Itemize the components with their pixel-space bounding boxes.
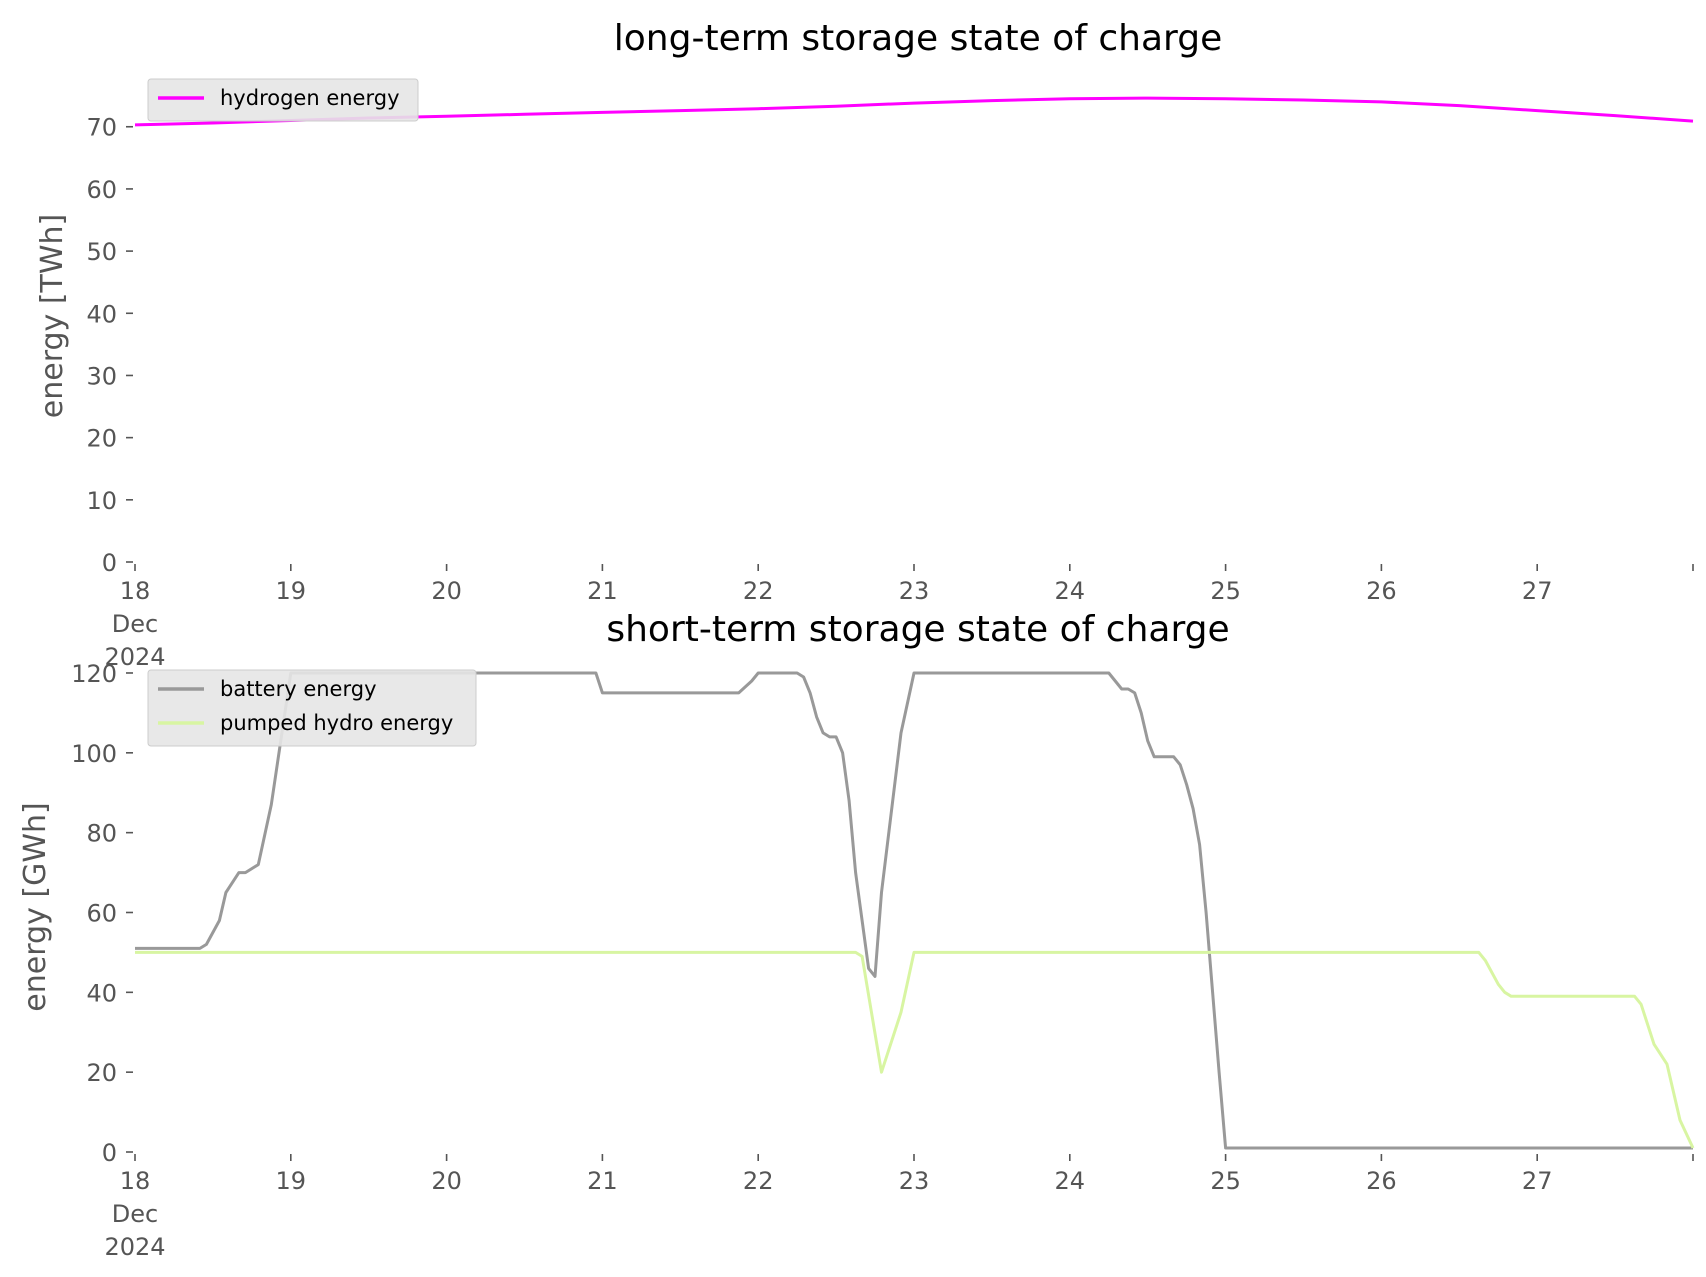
y-axis-label: energy [TWh] bbox=[35, 214, 70, 418]
legend: battery energy pumped hydro energy bbox=[147, 669, 477, 747]
y-tick-label: 20 bbox=[86, 1059, 117, 1087]
x-tick-label: 24 bbox=[1055, 1167, 1086, 1195]
series-layer bbox=[135, 671, 1695, 1150]
series-line bbox=[135, 950, 1695, 1149]
long-term-storage-chart: long-term storage state of charge energy… bbox=[35, 18, 1694, 671]
legend: hydrogen energy bbox=[147, 78, 419, 122]
y-tick-label: 30 bbox=[86, 362, 117, 390]
x-tick-label: 26 bbox=[1366, 577, 1397, 605]
y-tick-label: 0 bbox=[102, 549, 117, 577]
x-tick-label: 26 bbox=[1366, 1167, 1397, 1195]
x-tick-label: 19 bbox=[276, 1167, 307, 1195]
y-tick-label: 120 bbox=[71, 660, 117, 688]
x-tick-label: 22 bbox=[743, 577, 774, 605]
y-tick-label: 10 bbox=[86, 487, 117, 515]
x-axis: 18 Dec 2024 19 20 21 22 23 24 25 26 27 bbox=[104, 1154, 1694, 1261]
x-tick-label: 20 bbox=[431, 577, 462, 605]
legend-label: battery energy bbox=[220, 677, 377, 701]
x-tick-label: 25 bbox=[1210, 1167, 1241, 1195]
y-tick-label: 70 bbox=[86, 114, 117, 142]
short-term-storage-chart: short-term storage state of charge energ… bbox=[18, 609, 1695, 1261]
legend-box bbox=[147, 669, 477, 747]
series-line bbox=[135, 671, 1693, 1150]
y-tick-label: 40 bbox=[86, 979, 117, 1007]
chart-title: long-term storage state of charge bbox=[614, 18, 1222, 59]
y-axis: 0 20 40 60 80 100 120 bbox=[71, 660, 133, 1167]
x-tick-label: 18 Dec 2024 bbox=[104, 577, 165, 671]
chart-title: short-term storage state of charge bbox=[606, 609, 1229, 650]
x-tick-label: 19 bbox=[276, 577, 307, 605]
legend-box bbox=[147, 78, 419, 122]
y-tick-label: 60 bbox=[86, 899, 117, 927]
x-tick-label: 20 bbox=[431, 1167, 462, 1195]
y-tick-label: 80 bbox=[86, 820, 117, 848]
x-axis: 18 Dec 2024 19 20 21 22 23 24 25 26 27 bbox=[104, 564, 1694, 671]
y-tick-label: 0 bbox=[102, 1139, 117, 1167]
x-tick-label: 21 bbox=[587, 577, 618, 605]
x-tick-label: 18 Dec 2024 bbox=[104, 1167, 165, 1261]
x-tick-label: 21 bbox=[587, 1167, 618, 1195]
legend-label: hydrogen energy bbox=[220, 86, 400, 110]
y-tick-label: 40 bbox=[86, 300, 117, 328]
x-tick-label: 24 bbox=[1055, 577, 1086, 605]
x-tick-label: 23 bbox=[899, 577, 930, 605]
y-tick-label: 100 bbox=[71, 740, 117, 768]
x-tick-label: 23 bbox=[899, 1167, 930, 1195]
y-axis-label: energy [GWh] bbox=[18, 802, 53, 1011]
x-tick-label: 27 bbox=[1522, 1167, 1553, 1195]
y-tick-label: 50 bbox=[86, 238, 117, 266]
y-tick-label: 20 bbox=[86, 425, 117, 453]
legend-label: pumped hydro energy bbox=[220, 711, 453, 735]
x-tick-label: 27 bbox=[1522, 577, 1553, 605]
x-tick-label: 25 bbox=[1210, 577, 1241, 605]
y-tick-label: 60 bbox=[86, 176, 117, 204]
x-tick-label: 22 bbox=[743, 1167, 774, 1195]
y-axis: 0 10 20 30 40 50 60 70 bbox=[86, 114, 133, 577]
